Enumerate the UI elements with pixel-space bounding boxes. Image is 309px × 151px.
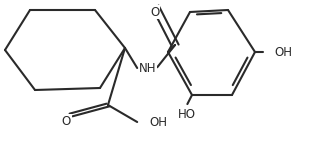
Text: O: O xyxy=(62,114,71,128)
Text: OH: OH xyxy=(274,45,292,58)
Text: OH: OH xyxy=(150,116,167,129)
Text: O: O xyxy=(150,5,160,19)
Text: NH: NH xyxy=(139,61,157,74)
Text: HO: HO xyxy=(177,108,195,121)
